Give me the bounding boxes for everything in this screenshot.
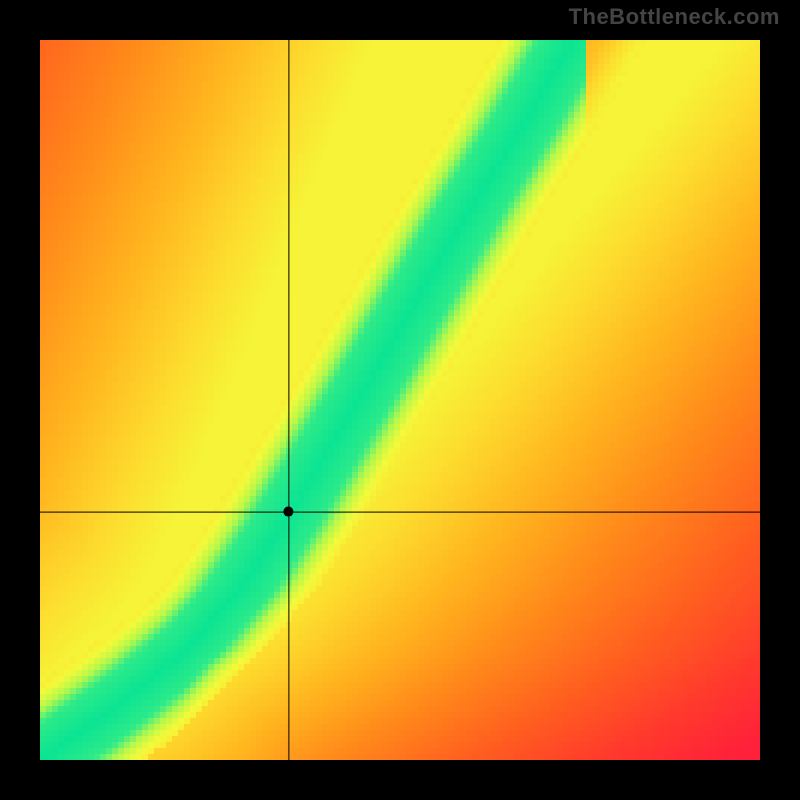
chart-container: TheBottleneck.com xyxy=(0,0,800,800)
watermark-text: TheBottleneck.com xyxy=(569,4,780,30)
bottleneck-heatmap xyxy=(40,40,760,760)
